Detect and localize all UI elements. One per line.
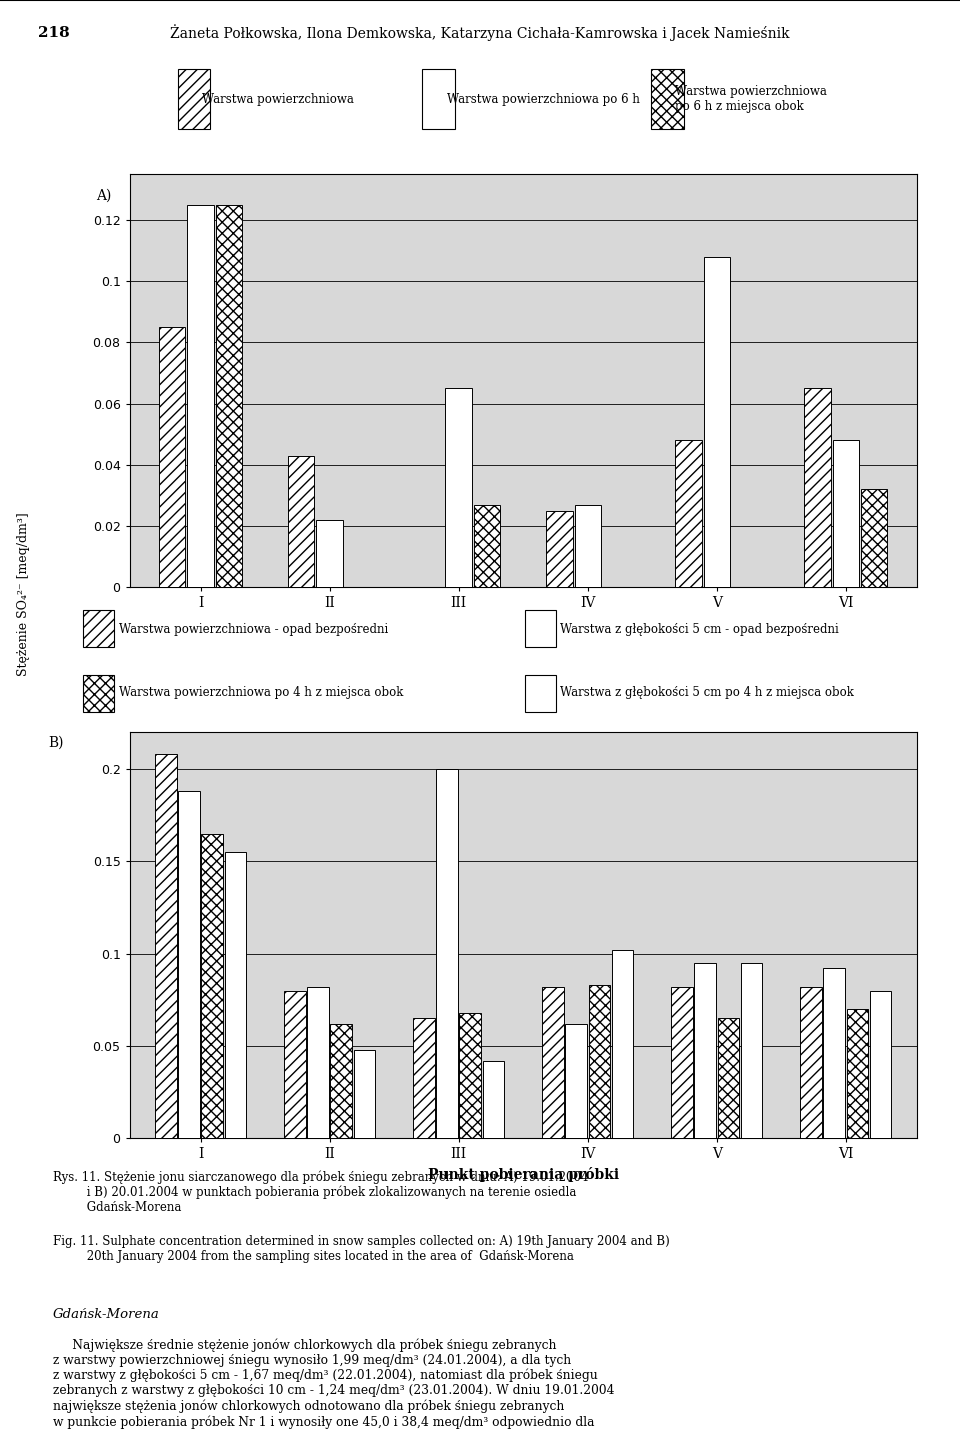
Text: 1,07 0,73: 1,07 0,73	[390, 194, 449, 207]
Text: Warstwa powierzchniowa - opad bezpośredni: Warstwa powierzchniowa - opad bezpośredn…	[119, 624, 388, 637]
Text: Warstwa z głębokości 5 cm po 4 h z miejsca obok: Warstwa z głębokości 5 cm po 4 h z miejs…	[561, 686, 854, 699]
Bar	[225, 853, 246, 1138]
Text: Warstwa powierzchniowa
po 6 h z miejsca obok: Warstwa powierzchniowa po 6 h z miejsca …	[676, 86, 828, 113]
Bar	[159, 328, 185, 587]
Bar	[330, 1024, 352, 1138]
Bar	[422, 70, 455, 129]
Bar	[202, 834, 223, 1138]
Bar	[483, 1061, 504, 1138]
Bar	[565, 1024, 587, 1138]
Bar	[824, 969, 845, 1138]
Bar	[436, 768, 458, 1138]
Bar	[84, 676, 114, 712]
Text: Rys. 11. Stężenie jonu siarczanowego dla próbek śniegu zebranych w dniu: A) 19.0: Rys. 11. Stężenie jonu siarczanowego dla…	[53, 1170, 588, 1214]
Bar	[155, 754, 177, 1138]
Bar	[801, 987, 822, 1138]
Bar	[413, 1018, 435, 1138]
Bar	[832, 441, 859, 587]
Bar	[847, 1009, 868, 1138]
Bar	[216, 204, 242, 587]
Text: Punkt pobierania próbki: Punkt pobierania próbki	[427, 1167, 619, 1182]
Text: Warstwa powierzchniowa po 6 h: Warstwa powierzchniowa po 6 h	[446, 93, 639, 106]
Bar	[870, 990, 892, 1138]
Text: 218: 218	[38, 26, 70, 41]
Bar	[675, 441, 702, 587]
Bar	[861, 489, 887, 587]
Bar	[525, 610, 556, 647]
Text: Stężenie SO₄²⁻ [meq/dm³]: Stężenie SO₄²⁻ [meq/dm³]	[17, 513, 31, 676]
Bar	[804, 389, 830, 587]
Bar	[474, 505, 500, 587]
Bar	[284, 990, 305, 1138]
Text: Największe średnie stężenie jonów chlorkowych dla próbek śniegu zebranych
z wars: Największe średnie stężenie jonów chlork…	[53, 1338, 614, 1428]
Text: Gdańsk-Morena: Gdańsk-Morena	[53, 1308, 159, 1321]
Bar	[694, 963, 716, 1138]
Bar	[178, 70, 210, 129]
Bar	[717, 1018, 739, 1138]
Text: Fig. 11. Sulphate concentration determined in snow samples collected on: A) 19th: Fig. 11. Sulphate concentration determin…	[53, 1235, 669, 1263]
Bar	[525, 676, 556, 712]
Bar	[671, 987, 693, 1138]
Text: Warstwa z głębokości 5 cm - opad bezpośredni: Warstwa z głębokości 5 cm - opad bezpośr…	[561, 624, 839, 637]
Text: Warstwa powierzchniowa: Warstwa powierzchniowa	[202, 93, 354, 106]
Bar	[651, 70, 684, 129]
Text: B): B)	[48, 735, 63, 750]
Bar	[542, 987, 564, 1138]
Text: 0,31: 0,31	[211, 735, 239, 748]
Bar	[84, 610, 114, 647]
Bar	[546, 510, 572, 587]
Bar	[179, 792, 200, 1138]
Bar	[445, 389, 472, 587]
Text: A): A)	[96, 188, 111, 203]
Bar	[612, 950, 634, 1138]
Bar	[187, 204, 214, 587]
Text: Warstwa powierzchniowa po 4 h z miejsca obok: Warstwa powierzchniowa po 4 h z miejsca …	[119, 686, 403, 699]
Bar	[317, 521, 343, 587]
Text: Żaneta Połkowska, Ilona Demkowska, Katarzyna Cichała-Kamrowska i Jacek Namieśnik: Żaneta Połkowska, Ilona Demkowska, Katar…	[170, 25, 790, 42]
Bar	[704, 257, 730, 587]
Bar	[353, 1050, 375, 1138]
Bar	[574, 505, 601, 587]
Bar	[288, 455, 315, 587]
Bar	[741, 963, 762, 1138]
Bar	[588, 985, 611, 1138]
Bar	[307, 987, 329, 1138]
Bar	[460, 1012, 481, 1138]
